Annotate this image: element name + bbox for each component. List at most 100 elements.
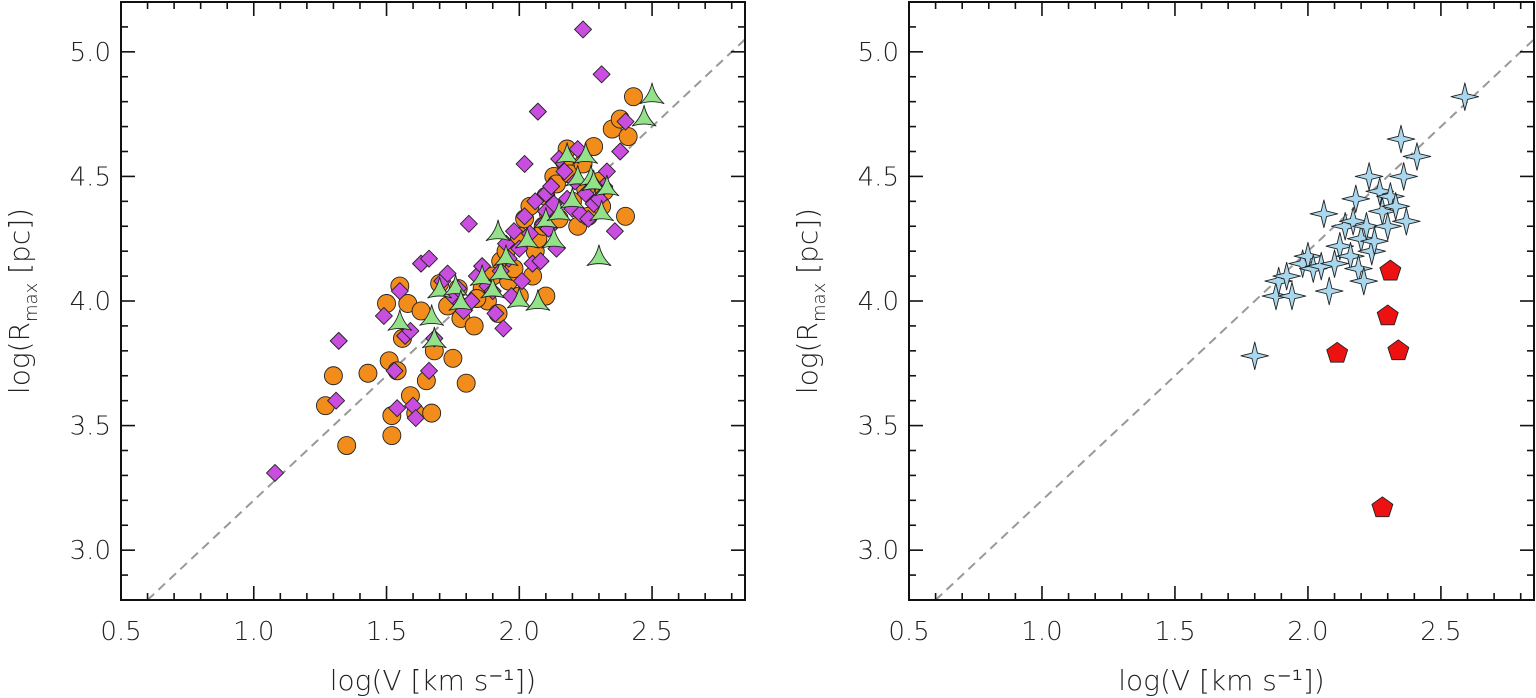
point-circle xyxy=(382,426,402,445)
point-star4 xyxy=(1341,184,1371,214)
point-star4 xyxy=(1309,199,1339,229)
point-triangle xyxy=(469,264,495,286)
point-triangle xyxy=(541,226,567,249)
point-star4 xyxy=(1320,249,1349,278)
y-tick-label: 3.5 xyxy=(858,412,899,442)
point-circle xyxy=(323,366,343,386)
y-tick-label: 4.0 xyxy=(858,287,899,317)
point-diamond xyxy=(592,65,611,84)
y-tick-label: 4.5 xyxy=(858,162,899,192)
x-axis-label: log(V [km s⁻¹]) xyxy=(330,664,536,697)
point-diamond xyxy=(327,391,346,410)
point-triangle xyxy=(443,274,468,296)
point-star4 xyxy=(1365,177,1394,206)
y-tick-label: 3.5 xyxy=(70,412,111,442)
point-triangle xyxy=(554,142,580,164)
point-star4 xyxy=(1450,82,1480,111)
point-star4 xyxy=(1357,236,1387,266)
point-star4 xyxy=(1386,124,1416,154)
point-triangle xyxy=(427,276,452,299)
panel-right: 0.5 1.0 1.5 2.0 2.5 3.0 3.5 4.0 4.5 5.0 log(V [km … xyxy=(791,1,1535,697)
point-triangle xyxy=(421,326,447,349)
x-tick-label: 2.5 xyxy=(1420,617,1461,647)
y-tick-label: 4.0 xyxy=(70,287,111,317)
x-tick-label: 2.0 xyxy=(499,617,540,647)
point-star4 xyxy=(1389,162,1418,191)
point-diamond xyxy=(605,222,624,241)
point-star4 xyxy=(1325,231,1355,261)
point-triangle xyxy=(525,289,551,311)
point-circle xyxy=(422,403,442,423)
point-triangle xyxy=(387,309,413,331)
point-diamond xyxy=(513,272,531,291)
point-star4 xyxy=(1376,182,1405,211)
point-triangle xyxy=(594,174,620,197)
point-triangle xyxy=(493,244,519,266)
point-diamond xyxy=(505,222,523,241)
point-diamond xyxy=(420,361,438,380)
point-triangle xyxy=(589,199,614,222)
point-triangle xyxy=(448,289,474,311)
point-triangle xyxy=(485,219,511,242)
point-triangle xyxy=(546,199,572,222)
y-tick-label: 3.0 xyxy=(70,536,111,566)
point-diamond xyxy=(574,20,592,39)
y-tick-label: 3.0 xyxy=(858,536,899,566)
point-diamond xyxy=(374,307,393,325)
point-star4 xyxy=(1314,276,1344,306)
point-triangle xyxy=(631,104,657,127)
point-star4 xyxy=(1392,207,1421,236)
point-triangle xyxy=(480,276,506,299)
x-tick-label: 0.5 xyxy=(100,617,141,647)
point-triangle xyxy=(581,169,607,192)
point-circle xyxy=(443,348,463,368)
point-pentagon xyxy=(1371,496,1394,518)
point-pentagon xyxy=(1387,339,1410,361)
point-diamond xyxy=(459,214,478,233)
point-star4 xyxy=(1261,281,1291,311)
point-star4 xyxy=(1349,266,1379,296)
point-circle xyxy=(456,373,476,393)
y-tick-label: 5.0 xyxy=(858,38,899,68)
ticks xyxy=(120,1,745,601)
point-star4 xyxy=(1272,261,1301,291)
series-star4 xyxy=(1240,82,1480,371)
ticks xyxy=(908,1,1534,601)
x-tick-label: 2.5 xyxy=(631,617,672,647)
series-pentagon xyxy=(1326,259,1410,518)
panel-left: 0.5 1.0 1.5 2.0 2.5 3.0 3.5 4.0 4.5 5.0 log(V [km … xyxy=(3,1,746,697)
point-diamond xyxy=(576,184,595,203)
point-star4 xyxy=(1338,207,1368,236)
point-pentagon xyxy=(1379,259,1402,281)
point-diamond xyxy=(420,249,438,268)
point-diamond xyxy=(555,162,574,181)
point-pentagon xyxy=(1376,304,1399,326)
point-circle xyxy=(464,316,484,336)
y-tick-label: 5.0 xyxy=(70,38,111,68)
x-tick-label: 1.0 xyxy=(233,617,274,647)
point-triangle xyxy=(488,259,514,281)
point-triangle xyxy=(560,187,585,209)
point-circle xyxy=(616,206,635,226)
point-diamond xyxy=(526,192,545,211)
point-circle xyxy=(624,87,643,107)
x-tick-label: 1.5 xyxy=(366,617,407,647)
point-triangle xyxy=(506,286,532,309)
point-diamond xyxy=(611,142,630,161)
point-triangle xyxy=(419,304,445,326)
point-star4 xyxy=(1360,226,1389,256)
point-diamond xyxy=(531,252,550,271)
point-diamond xyxy=(329,331,348,350)
point-diamond xyxy=(266,463,284,482)
point-circle xyxy=(358,363,378,383)
point-diamond xyxy=(406,409,425,428)
x-tick-label: 2.0 xyxy=(1287,617,1328,647)
point-diamond xyxy=(528,102,547,121)
point-triangle xyxy=(514,226,540,249)
x-tick-label: 1.5 xyxy=(1154,617,1195,647)
point-star4 xyxy=(1402,142,1432,171)
y-tick-label: 4.5 xyxy=(70,162,111,192)
point-diamond xyxy=(494,319,513,338)
point-diamond xyxy=(385,361,404,380)
